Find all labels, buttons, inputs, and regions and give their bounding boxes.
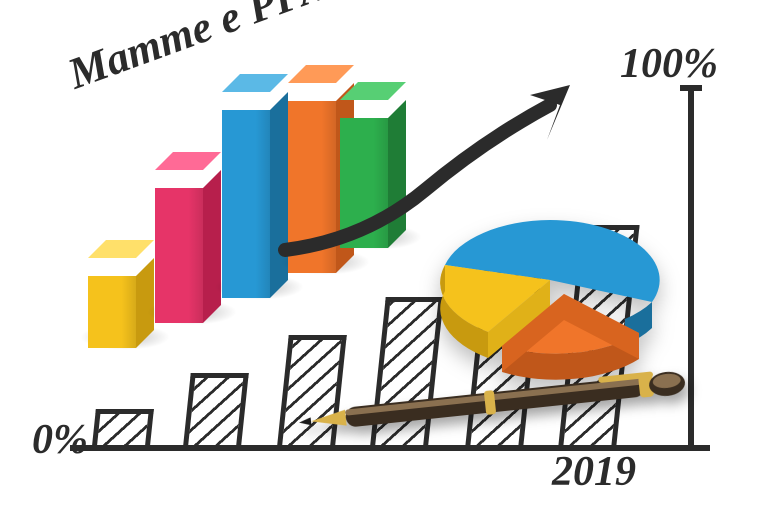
year-label: 2019 (552, 448, 636, 496)
y-min-label: 0% (32, 416, 88, 464)
color-bar-3d (222, 92, 288, 298)
y-max-label: 100% (620, 40, 718, 88)
color-bar-3d (88, 258, 154, 348)
sketch-bar (92, 409, 154, 445)
sketch-bar (183, 373, 249, 445)
pie-chart (430, 210, 670, 380)
chart-stage: Mamme e PFAPA 0% 100% 2019 (0, 0, 770, 525)
color-bar-3d (155, 170, 221, 323)
color-bar-3d (340, 100, 406, 248)
